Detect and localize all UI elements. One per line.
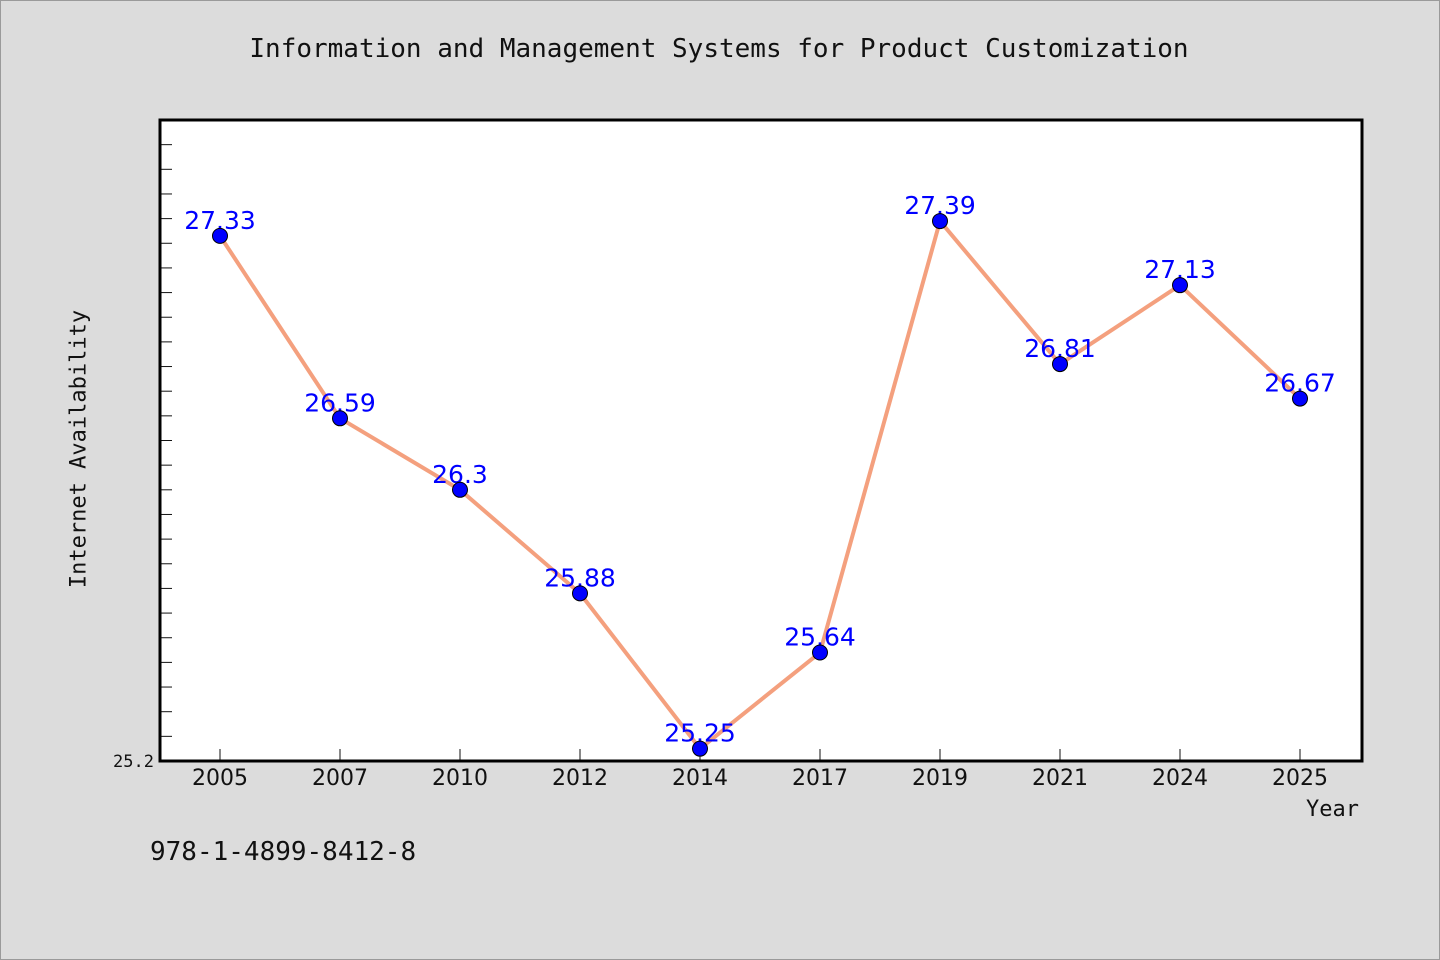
x-tick-label: 2025 bbox=[1272, 766, 1328, 791]
x-tick-label: 2012 bbox=[552, 766, 608, 791]
data-point bbox=[1292, 390, 1308, 407]
x-axis-label: Year bbox=[1306, 797, 1359, 822]
x-tick-label: 2014 bbox=[672, 766, 728, 791]
x-tick-label: 2017 bbox=[792, 766, 848, 791]
x-tick-label: 2010 bbox=[432, 766, 488, 791]
data-point bbox=[812, 644, 828, 661]
data-point bbox=[932, 213, 948, 230]
isbn-text: 978-1-4899-8412-8 bbox=[150, 837, 417, 867]
data-point bbox=[452, 481, 468, 498]
y-axis-ticks bbox=[160, 119, 172, 762]
data-point bbox=[332, 410, 348, 427]
x-tick-label: 2021 bbox=[1032, 766, 1088, 791]
plot-area bbox=[160, 120, 1362, 761]
chart-title: Information and Management Systems for P… bbox=[249, 34, 1189, 64]
series-line bbox=[218, 219, 1302, 751]
x-tick-label: 2019 bbox=[912, 766, 968, 791]
data-point bbox=[212, 227, 228, 244]
y-tick-label: 25.2 bbox=[113, 752, 154, 772]
data-point bbox=[572, 585, 588, 602]
data-point bbox=[1052, 356, 1068, 373]
x-tick-label: 2005 bbox=[192, 766, 248, 791]
x-tick-label: 2007 bbox=[312, 766, 368, 791]
data-point bbox=[692, 740, 708, 757]
plot-border bbox=[158, 118, 1364, 763]
x-tick-label: 2024 bbox=[1152, 766, 1208, 791]
data-point bbox=[1172, 277, 1188, 294]
